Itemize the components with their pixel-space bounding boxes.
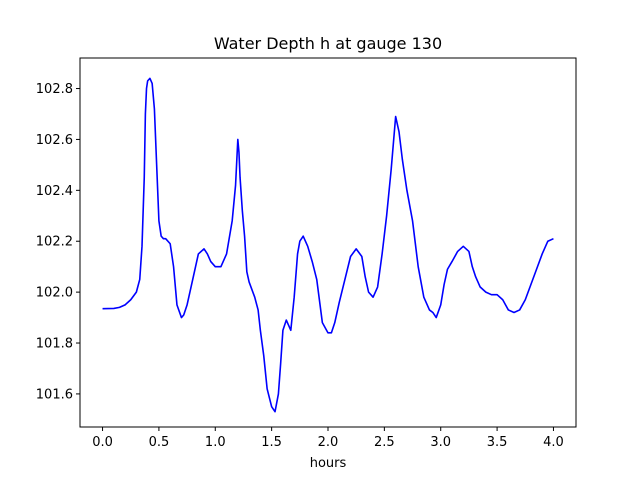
- y-tick-label: 102.2: [36, 235, 73, 250]
- x-tick-label: 0.0: [92, 435, 113, 450]
- x-tick-label: 2.0: [318, 435, 339, 450]
- x-tick-label: 1.0: [205, 435, 226, 450]
- y-tick-label: 101.6: [36, 387, 73, 402]
- y-axis: 101.6 101.8 102.0 102.2 102.4 102.6 102.8: [36, 82, 80, 402]
- x-axis: 0.0 0.5 1.0 1.5 2.0 2.5 3.0 3.5 4.0: [92, 427, 564, 450]
- y-tick-label: 102.0: [36, 286, 73, 301]
- x-tick-label: 3.5: [487, 435, 508, 450]
- y-tick-label: 102.6: [36, 133, 73, 148]
- y-tick-label: 102.8: [36, 82, 73, 97]
- x-tick-label: 2.5: [374, 435, 395, 450]
- x-tick-label: 0.5: [149, 435, 170, 450]
- chart-title: Water Depth h at gauge 130: [214, 34, 442, 53]
- series-line: [102, 77, 554, 413]
- x-axis-label: hours: [310, 456, 347, 471]
- y-tick-label: 101.8: [36, 337, 73, 352]
- x-tick-label: 4.0: [543, 435, 564, 450]
- y-tick-label: 102.4: [36, 184, 73, 199]
- x-tick-label: 3.0: [430, 435, 451, 450]
- x-tick-label: 1.5: [261, 435, 282, 450]
- plot-area: [79, 57, 577, 428]
